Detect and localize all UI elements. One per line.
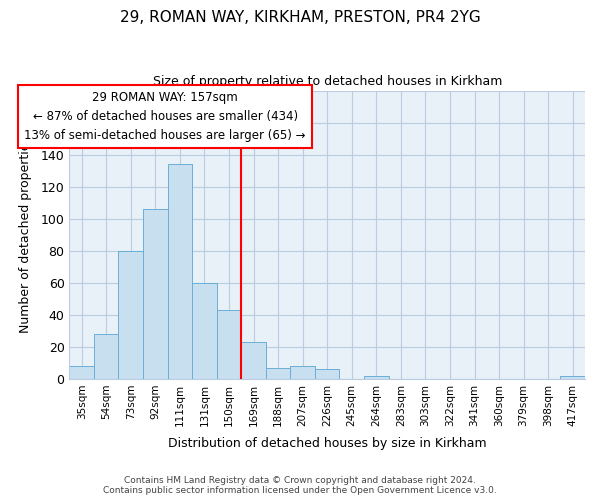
Bar	[560, 376, 585, 379]
X-axis label: Distribution of detached houses by size in Kirkham: Distribution of detached houses by size …	[168, 437, 487, 450]
Bar	[167, 164, 192, 379]
Text: 29, ROMAN WAY, KIRKHAM, PRESTON, PR4 2YG: 29, ROMAN WAY, KIRKHAM, PRESTON, PR4 2YG	[119, 10, 481, 25]
Bar	[315, 370, 340, 379]
Bar	[241, 342, 266, 379]
Title: Size of property relative to detached houses in Kirkham: Size of property relative to detached ho…	[152, 75, 502, 88]
Bar	[70, 366, 94, 379]
Bar	[118, 250, 143, 379]
Y-axis label: Number of detached properties: Number of detached properties	[19, 136, 32, 333]
Text: Contains HM Land Registry data © Crown copyright and database right 2024.
Contai: Contains HM Land Registry data © Crown c…	[103, 476, 497, 495]
Bar	[217, 310, 241, 379]
Bar	[143, 209, 167, 379]
Bar	[364, 376, 389, 379]
Bar	[94, 334, 118, 379]
Text: 29 ROMAN WAY: 157sqm
← 87% of detached houses are smaller (434)
13% of semi-deta: 29 ROMAN WAY: 157sqm ← 87% of detached h…	[25, 90, 306, 142]
Bar	[192, 283, 217, 379]
Bar	[266, 368, 290, 379]
Bar	[290, 366, 315, 379]
